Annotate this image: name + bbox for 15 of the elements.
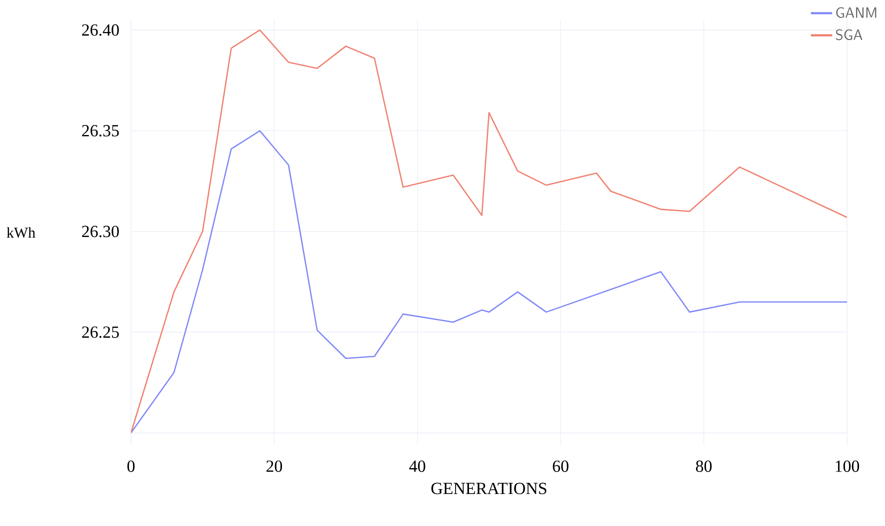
x-tick-label: 0 <box>127 460 135 472</box>
x-tick-label: 80 <box>696 460 712 472</box>
x-tick-label: 60 <box>552 460 568 472</box>
x-tick-label: 20 <box>266 460 282 472</box>
x-tick-label: 100 <box>836 460 860 472</box>
x-axis-title: GENERATIONS <box>431 482 546 494</box>
legend-label: SGA <box>836 29 862 40</box>
legend-label: GANM <box>836 7 876 18</box>
y-tick-label: 26.30 <box>82 226 119 238</box>
line-series <box>130 130 848 434</box>
y-tick-label: 26.35 <box>82 125 119 136</box>
y-tick-label: 26.25 <box>82 326 119 338</box>
x-tick-label: 40 <box>409 460 426 472</box>
y-axis-title: kWh <box>6 227 36 238</box>
y-tick-label: 26.40 <box>82 24 119 36</box>
